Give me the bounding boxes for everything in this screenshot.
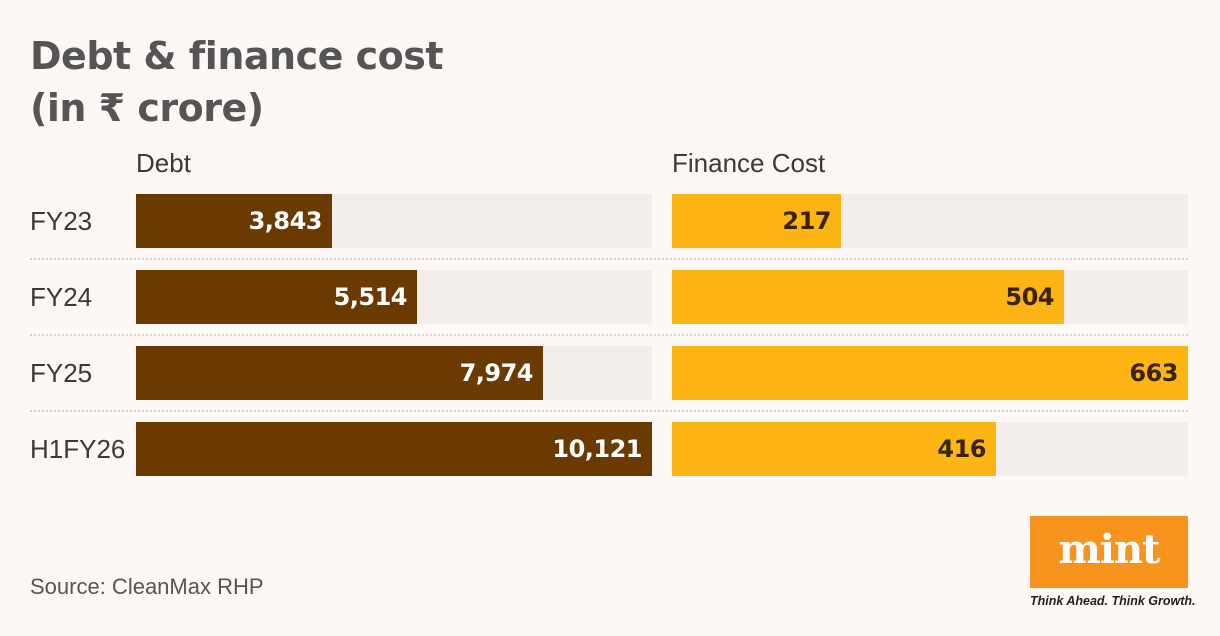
bar-track-fin-h1fy26: 416 (672, 422, 1188, 476)
finance-cost-column-label: Finance Cost (672, 148, 826, 178)
mint-logo-text: mint (1058, 526, 1160, 573)
data-label-debt-fy25: 7,974 (459, 359, 534, 387)
category-label-fy25: FY25 (30, 358, 93, 388)
bar-debt-fy25 (136, 346, 543, 400)
row-divider (30, 410, 1188, 412)
debt-column-label: Debt (136, 148, 191, 178)
chart-title-line1: Debt & finance cost (30, 34, 444, 78)
category-label-fy24: FY24 (30, 282, 93, 312)
data-label-fin-fy25: 663 (1129, 359, 1178, 387)
bar-track-debt-fy24: 5,514 (136, 270, 652, 324)
bar-fin-fy23 (672, 194, 841, 248)
mint-tagline: Think Ahead. Think Growth. (1030, 594, 1196, 608)
data-label-debt-fy24: 5,514 (333, 283, 408, 311)
bar-fin-h1fy26 (672, 422, 996, 476)
mint-logo: mint (1030, 516, 1188, 588)
bar-track-debt-h1fy26: 10,121 (136, 422, 652, 476)
data-label-debt-fy23: 3,843 (248, 207, 323, 235)
bar-debt-h1fy26 (136, 422, 652, 476)
bar-track-fin-fy25: 663 (672, 346, 1188, 400)
source-note: Source: CleanMax RHP (30, 574, 264, 599)
row-divider (30, 334, 1188, 336)
bar-debt-fy23 (136, 194, 332, 248)
data-label-debt-h1fy26: 10,121 (552, 435, 642, 463)
bar-track-debt-fy25: 7,974 (136, 346, 652, 400)
bar-debt-fy24 (136, 270, 417, 324)
data-label-fin-fy23: 217 (782, 207, 831, 235)
chart-title-line2: (in ₹ crore) (30, 86, 264, 130)
bar-track-fin-fy24: 504 (672, 270, 1188, 324)
bar-track-debt-fy23: 3,843 (136, 194, 652, 248)
category-label-h1fy26: H1FY26 (30, 434, 126, 464)
data-label-fin-fy24: 504 (1005, 283, 1054, 311)
category-label-fy23: FY23 (30, 206, 93, 236)
bar-fin-fy25 (672, 346, 1188, 400)
chart-title: Debt & finance cost (in ₹ crore) (30, 30, 444, 134)
bar-track-fin-fy23: 217 (672, 194, 1188, 248)
bar-fin-fy24 (672, 270, 1064, 324)
row-divider (30, 258, 1188, 260)
data-label-fin-h1fy26: 416 (937, 435, 986, 463)
